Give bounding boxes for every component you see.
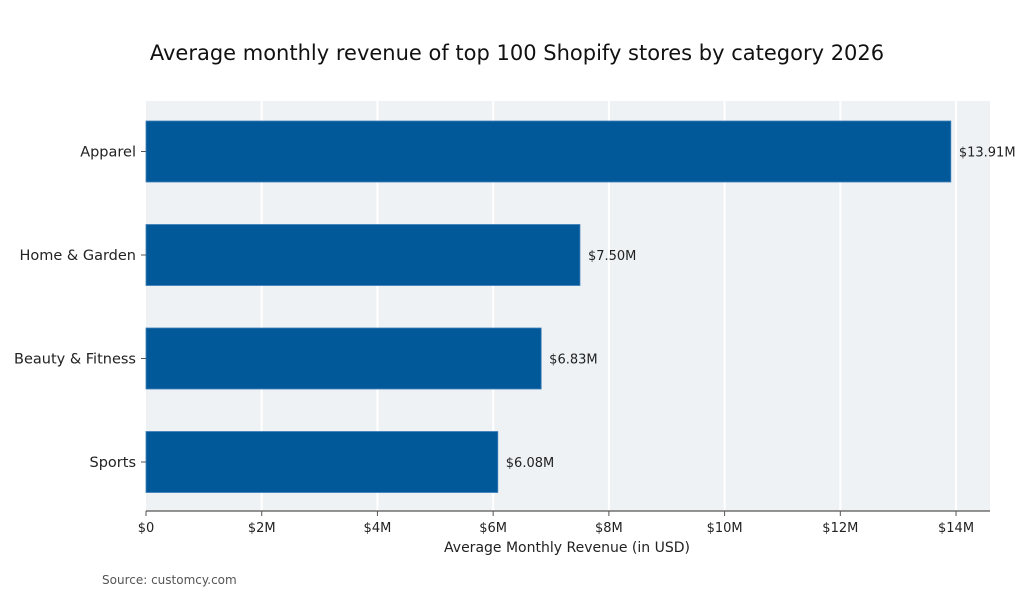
data-label: $6.08M [506, 456, 554, 471]
chart-title: Average monthly revenue of top 100 Shopi… [150, 41, 884, 65]
x-tick-label: $6M [479, 521, 507, 536]
category-label: Apparel [80, 145, 136, 161]
bar-sports [145, 431, 499, 493]
category-label: Beauty & Fitness [14, 352, 136, 368]
data-label: $13.91M [959, 146, 1016, 161]
bar-beauty-fitness [145, 327, 542, 390]
x-tick-label: $8M [595, 521, 623, 536]
x-axis-label: Average Monthly Revenue (in USD) [444, 540, 690, 556]
x-tick-label: $10M [707, 521, 743, 536]
source-note: Source: customcy.com [102, 573, 237, 587]
x-tick-label: $0 [138, 521, 155, 536]
x-tick-label: $2M [248, 521, 276, 536]
bar-apparel [145, 120, 952, 183]
x-tick-label: $4M [364, 521, 392, 536]
category-label: Sports [90, 455, 136, 471]
x-tick-label: $14M [938, 521, 974, 536]
data-label: $7.50M [588, 249, 636, 264]
category-label: Home & Garden [20, 248, 137, 264]
x-tick-label: $12M [822, 521, 858, 536]
bar-home-garden [145, 224, 581, 286]
data-label: $6.83M [549, 353, 597, 368]
